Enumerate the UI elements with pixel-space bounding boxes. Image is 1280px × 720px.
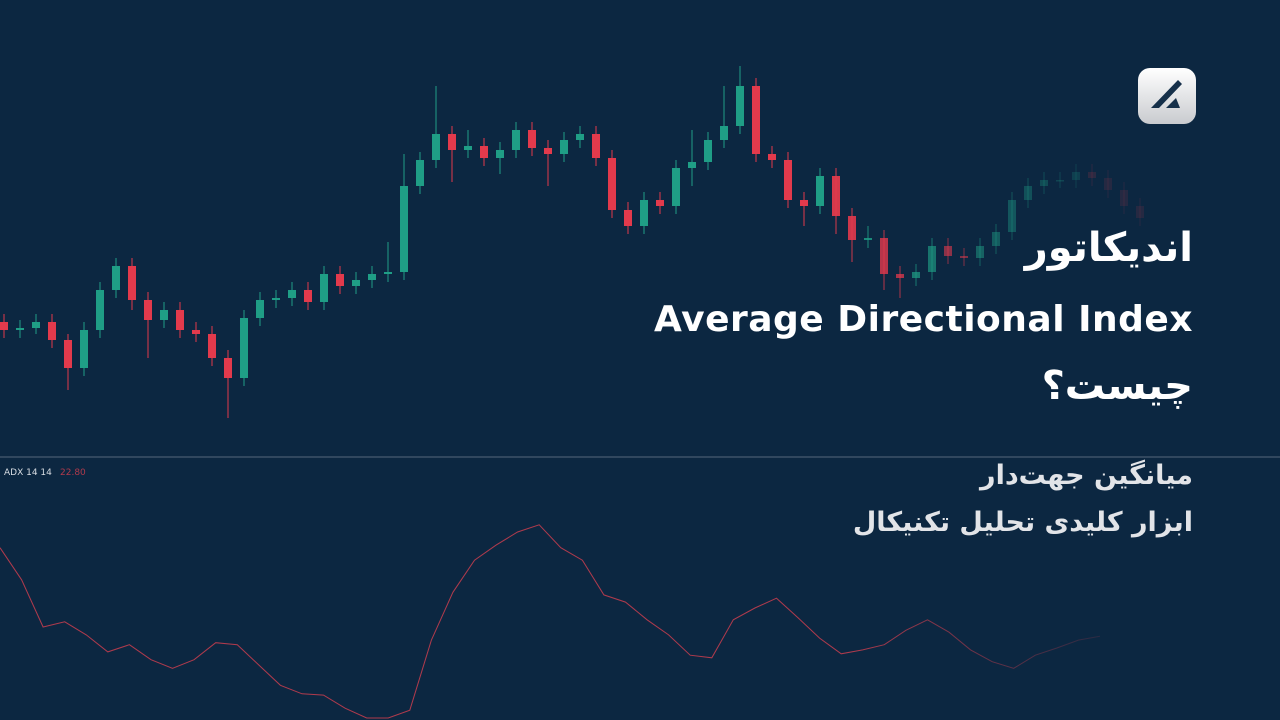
candle-body xyxy=(96,290,104,330)
candle-body xyxy=(208,334,216,358)
candle-body xyxy=(1104,178,1112,190)
candle-body xyxy=(784,160,792,200)
candle-body xyxy=(224,358,232,378)
candle-body xyxy=(320,274,328,302)
candle-body xyxy=(768,154,776,160)
adx-value-label: 22.80 xyxy=(60,468,86,478)
candle-body xyxy=(288,290,296,298)
candle-body xyxy=(416,160,424,186)
candle-body xyxy=(64,340,72,368)
candle-body xyxy=(256,300,264,318)
candle-body xyxy=(16,328,24,330)
adx-line xyxy=(0,524,1101,719)
candle-body xyxy=(928,246,936,272)
candle-body xyxy=(176,310,184,330)
candle-body xyxy=(192,330,200,334)
candle-body xyxy=(1072,172,1080,180)
candle-body xyxy=(448,134,456,150)
candle-body xyxy=(368,274,376,280)
candle-body xyxy=(240,318,248,378)
candle-body xyxy=(624,210,632,226)
candle-body xyxy=(144,300,152,320)
candle-body xyxy=(912,272,920,278)
candle-body xyxy=(656,200,664,206)
headline-3: چیست؟ xyxy=(1041,363,1193,409)
candle-body xyxy=(160,310,168,320)
candle-body xyxy=(1056,180,1064,182)
candle-body xyxy=(640,200,648,226)
candle-body xyxy=(896,274,904,278)
headline-2: Average Directional Index xyxy=(654,299,1193,340)
candle-body xyxy=(400,186,408,272)
candle-body xyxy=(544,148,552,154)
candle-body xyxy=(672,168,680,206)
candle-body xyxy=(608,158,616,210)
candle-body xyxy=(816,176,824,206)
candle-body xyxy=(432,134,440,160)
candle-body xyxy=(512,130,520,150)
candle-body xyxy=(128,266,136,300)
candle-body xyxy=(32,322,40,328)
candle-body xyxy=(48,322,56,340)
subtitle-1: میانگین جهت‌دار xyxy=(980,460,1193,491)
candle-body xyxy=(720,126,728,140)
candle-body xyxy=(0,322,8,330)
candle-body xyxy=(880,238,888,274)
candle-body xyxy=(848,216,856,240)
candle-body xyxy=(304,290,312,302)
candle-body xyxy=(1040,180,1048,186)
candle-body xyxy=(960,256,968,258)
candle-body xyxy=(688,162,696,168)
candle-body xyxy=(704,140,712,162)
candle-body xyxy=(576,134,584,140)
candle-body xyxy=(272,298,280,300)
candle-body xyxy=(480,146,488,158)
candle-body xyxy=(944,246,952,256)
candle-body xyxy=(992,232,1000,246)
headline-1: اندیکاتور xyxy=(1024,225,1193,271)
candle-body xyxy=(1120,190,1128,206)
candle-body xyxy=(112,266,120,290)
candle-body xyxy=(832,176,840,216)
candle-body xyxy=(1136,206,1144,218)
candle-body xyxy=(496,150,504,158)
candle-body xyxy=(1024,186,1032,200)
candle-body xyxy=(864,238,872,240)
candle-body xyxy=(80,330,88,368)
candle-body xyxy=(528,130,536,148)
indicator-label: ADX 14 14 xyxy=(4,468,52,478)
candle-body xyxy=(736,86,744,126)
candle-body xyxy=(560,140,568,154)
candle-body xyxy=(976,246,984,258)
candle-body xyxy=(592,134,600,158)
candle-body xyxy=(1088,172,1096,178)
candle-body xyxy=(384,272,392,274)
candle-body xyxy=(336,274,344,286)
candle-body xyxy=(1008,200,1016,232)
candle-body xyxy=(352,280,360,286)
candle-body xyxy=(752,86,760,154)
subtitle-2: ابزار کلیدی تحلیل تکنیکال xyxy=(852,507,1193,538)
candle-body xyxy=(464,146,472,150)
logo xyxy=(1138,68,1196,124)
candle-body xyxy=(800,200,808,206)
